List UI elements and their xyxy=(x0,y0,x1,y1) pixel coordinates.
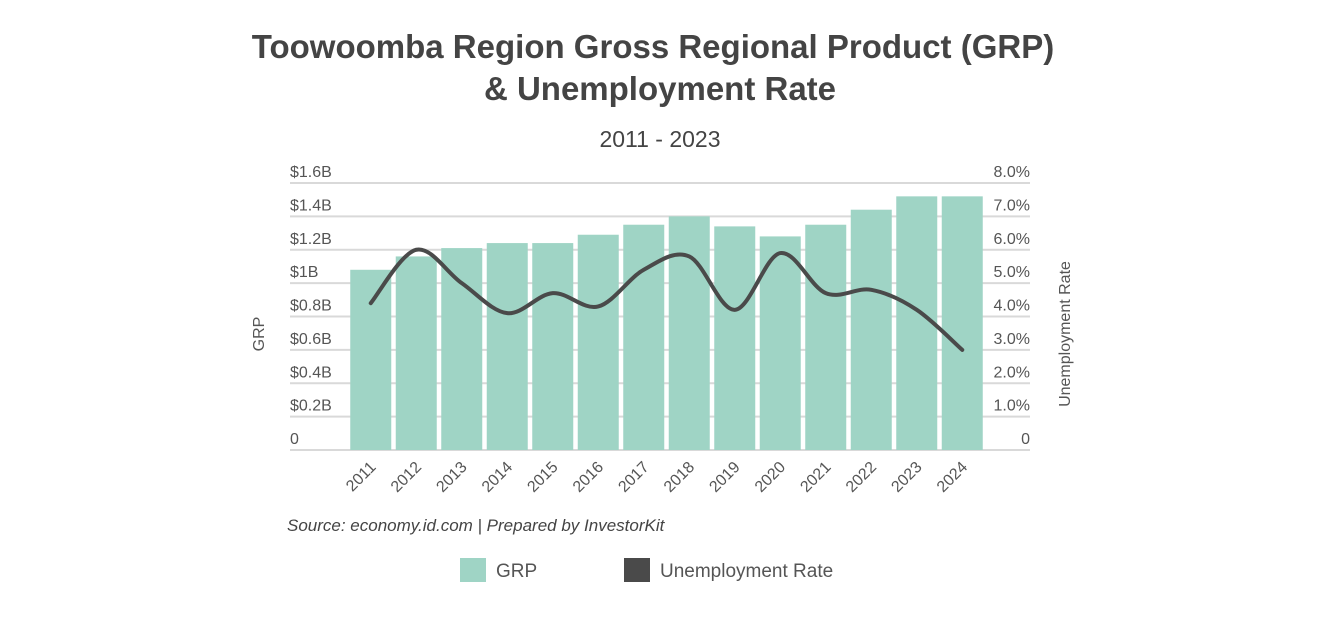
y-left-tick-label: $0.2B xyxy=(290,398,332,415)
y-left-tick-label: $0.8B xyxy=(290,298,332,315)
y-left-tick-label: $1.4B xyxy=(290,197,332,214)
legend: GRP Unemployment Rate xyxy=(460,558,833,582)
bar-grp-2014[interactable] xyxy=(486,243,528,450)
x-tick-label: 2020 xyxy=(752,459,789,496)
y-axis-left-label: GRP xyxy=(251,317,268,352)
bar-grp-2020[interactable] xyxy=(759,236,801,450)
bar-grp-2011[interactable] xyxy=(350,269,392,450)
bar-grp-2017[interactable] xyxy=(623,224,665,450)
x-tick-label: 2024 xyxy=(934,459,971,496)
chart-title-line1: Toowoomba Region Gross Regional Product … xyxy=(252,28,1054,65)
legend-label-unemployment[interactable]: Unemployment Rate xyxy=(660,561,833,582)
x-tick-label: 2018 xyxy=(661,459,698,496)
y-left-tick-label: $1B xyxy=(290,264,318,281)
bars xyxy=(350,196,983,450)
y-axis-right-label: Unemployment Rate xyxy=(1057,261,1074,407)
x-tick-label: 2015 xyxy=(524,459,561,496)
y-right-tick-label: 2.0% xyxy=(994,364,1030,381)
bar-grp-2024[interactable] xyxy=(941,196,983,450)
x-tick-label: 2011 xyxy=(343,459,379,495)
y-right-tick-label: 8.0% xyxy=(994,164,1030,181)
y-right-tick-label: 0 xyxy=(1021,431,1030,448)
x-tick-label: 2014 xyxy=(479,459,516,496)
source-note: Source: economy.id.com | Prepared by Inv… xyxy=(287,516,666,535)
y-left-tick-label: $0.6B xyxy=(290,331,332,348)
y-axis-right: 0 1.0% 2.0% 3.0% 4.0% 5.0% 6.0% 7.0% 8.0% xyxy=(994,164,1031,448)
y-right-tick-label: 4.0% xyxy=(994,298,1030,315)
y-right-tick-label: 3.0% xyxy=(994,331,1030,348)
x-tick-label: 2017 xyxy=(615,459,652,496)
x-tick-label: 2012 xyxy=(388,459,425,496)
y-left-tick-label: 0 xyxy=(290,431,299,448)
y-left-tick-label: $1.2B xyxy=(290,231,332,248)
bar-grp-2022[interactable] xyxy=(850,209,892,450)
chart-subtitle: 2011 - 2023 xyxy=(599,126,720,152)
bar-grp-2012[interactable] xyxy=(395,256,437,450)
y-right-tick-label: 1.0% xyxy=(994,398,1030,415)
bar-grp-2021[interactable] xyxy=(805,224,847,450)
y-left-tick-label: $0.4B xyxy=(290,364,332,381)
x-axis: 2011 2012 2013 2014 2015 2016 2017 2018 2019 2020… xyxy=(343,459,971,496)
x-tick-label: 2019 xyxy=(706,459,743,496)
x-tick-label: 2022 xyxy=(843,459,880,496)
bar-grp-2015[interactable] xyxy=(532,243,574,450)
bar-grp-2013[interactable] xyxy=(441,248,483,450)
bar-grp-2016[interactable] xyxy=(577,234,619,450)
y-left-tick-label: $1.6B xyxy=(290,164,332,181)
legend-label-grp[interactable]: GRP xyxy=(496,561,537,582)
legend-swatch-unemployment xyxy=(624,558,650,582)
x-tick-label: 2016 xyxy=(570,459,607,496)
bar-grp-2023[interactable] xyxy=(896,196,938,450)
bar-grp-2018[interactable] xyxy=(668,216,710,450)
y-right-tick-label: 5.0% xyxy=(994,264,1030,281)
y-axis-left: 0 $0.2B $0.4B $0.6B $0.8B $1B $1.2B $1.4B $1.6B xyxy=(290,164,332,448)
chart-title-line2: & Unemployment Rate xyxy=(484,70,836,107)
x-tick-label: 2021 xyxy=(797,459,834,496)
bar-grp-2019[interactable] xyxy=(714,226,756,450)
legend-swatch-grp xyxy=(460,558,486,582)
y-right-tick-label: 6.0% xyxy=(994,231,1030,248)
x-tick-label: 2023 xyxy=(888,459,925,496)
unemployment-line xyxy=(368,247,965,352)
x-tick-label: 2013 xyxy=(433,459,470,496)
y-right-tick-label: 7.0% xyxy=(994,197,1030,214)
